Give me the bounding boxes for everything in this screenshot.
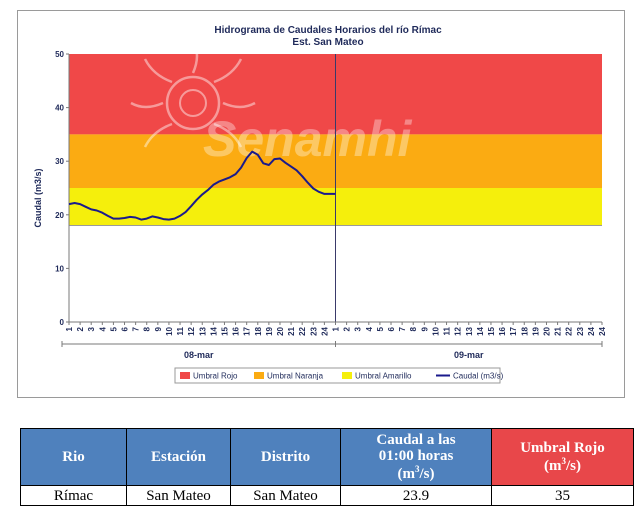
legend-swatch (254, 372, 264, 379)
x-tick-label: 22 (565, 326, 574, 335)
x-tick-label: 4 (365, 326, 374, 331)
y-axis-label: Caudal (m3/s) (33, 168, 43, 227)
station-info-table: Rio Estación Distrito Caudal a las 01:00… (20, 428, 634, 506)
x-tick-label: 11 (176, 326, 185, 335)
x-tick-label: 18 (520, 326, 529, 335)
legend-label: Umbral Rojo (193, 372, 238, 381)
x-tick-label: 11 (443, 326, 452, 335)
x-tick-label: 24 (320, 326, 329, 335)
header-caudal-line1: Caudal a las (376, 431, 456, 448)
y-tick-label: 50 (55, 50, 64, 59)
legend-label: Umbral Naranja (267, 372, 324, 381)
chart-legend: Umbral Rojo Umbral Naranja Umbral Amarillo… (174, 367, 504, 384)
chart-subtitle: Est. San Mateo (292, 37, 363, 48)
x-tick-label: 10 (165, 326, 174, 335)
legend-swatch (342, 372, 352, 379)
caudal-series-line (68, 150, 336, 221)
y-tick-label: 40 (55, 104, 64, 113)
x-tick-label: 17 (509, 326, 518, 335)
header-umbral-rojo: Umbral Rojo (m3/s) (491, 428, 634, 486)
x-tick-label-end: 24 (598, 326, 607, 335)
x-tick-label: 10 (431, 326, 440, 335)
senamhi-sun-logo-icon (130, 40, 256, 148)
x-tick-label: 16 (232, 326, 241, 335)
x-tick-label: 9 (154, 326, 163, 331)
table-row: Rímac San Mateo San Mateo 23.9 35 (20, 485, 634, 506)
header-umbral-line1: Umbral Rojo (520, 440, 605, 456)
x-tick-label: 1 (332, 326, 341, 331)
x-tick-label: 17 (243, 326, 252, 335)
x-tick-label: 20 (276, 326, 285, 335)
x-tick-label: 12 (454, 326, 463, 335)
cell-caudal: 23.9 (340, 485, 492, 506)
table-header-row: Rio Estación Distrito Caudal a las 01:00… (20, 428, 634, 486)
x-tick-label: 24 (587, 326, 596, 335)
x-tick-label: 8 (143, 326, 152, 331)
legend-swatch (180, 372, 190, 379)
header-umbral-unit: (m3/s) (544, 455, 581, 474)
x-tick-label: 5 (109, 326, 118, 331)
header-estacion: Estación (126, 428, 231, 486)
x-tick-label: 23 (576, 326, 585, 335)
cell-rio: Rímac (20, 485, 127, 506)
x-tick-label: 12 (187, 326, 196, 335)
x-tick-label: 14 (209, 326, 218, 335)
header-rio: Rio (20, 428, 127, 486)
x-tick-label: 4 (98, 326, 107, 331)
y-tick-label: 0 (60, 318, 65, 327)
chart-title: Hidrograma de Caudales Horarios del río … (214, 25, 442, 36)
x-tick-label: 19 (265, 326, 274, 335)
x-tick-label: 21 (554, 326, 563, 335)
x-tick-label: 3 (87, 326, 96, 331)
y-tick-label: 30 (55, 157, 64, 166)
legend-label: Caudal (m3/s) (453, 372, 504, 381)
x-tick-label: 5 (376, 326, 385, 331)
x-tick-label: 9 (420, 326, 429, 331)
x-tick-label: 20 (542, 326, 551, 335)
x-tick-label: 22 (298, 326, 307, 335)
x-tick-label: 7 (398, 326, 407, 331)
x-tick-label: 8 (409, 326, 418, 331)
header-caudal-unit: (m3/s) (397, 463, 435, 482)
x-tick-label: 7 (132, 326, 141, 331)
x-tick-label: 15 (487, 326, 496, 335)
x-tick-label: 1 (65, 326, 74, 331)
header-caudal: Caudal a las 01:00 horas (m3/s) (340, 428, 492, 486)
x-tick-label: 13 (198, 326, 207, 335)
y-tick-label: 10 (55, 264, 64, 273)
watermark-text: Senamhi (203, 111, 413, 167)
day-label: 09-mar (454, 350, 484, 360)
x-tick-label: 2 (76, 326, 85, 331)
y-tick-label: 20 (55, 211, 64, 220)
cell-estacion: San Mateo (126, 485, 231, 506)
header-caudal-line2: 01:00 horas (378, 448, 454, 465)
x-tick-label: 21 (287, 326, 296, 335)
x-tick-label: 2 (343, 326, 352, 331)
x-tick-label: 15 (220, 326, 229, 335)
cell-distrito: San Mateo (230, 485, 341, 506)
x-tick-label: 14 (476, 326, 485, 335)
day-label: 08-mar (184, 350, 214, 360)
x-tick-label: 6 (121, 326, 130, 331)
x-tick-label: 6 (387, 326, 396, 331)
x-tick-label: 13 (465, 326, 474, 335)
hydrograph-chart: Senamhi 0 10 20 30 40 50 1 2 3 4 5 6 7 8 9 10 11 12 13 14 15… (17, 10, 625, 398)
x-tick-label: 3 (354, 326, 363, 331)
x-tick-label: 18 (254, 326, 263, 335)
header-distrito: Distrito (230, 428, 341, 486)
x-tick-label: 19 (531, 326, 540, 335)
legend-label: Umbral Amarillo (355, 372, 412, 381)
legend-box (174, 367, 501, 384)
cell-umbral: 35 (491, 485, 634, 506)
x-tick-label: 23 (309, 326, 318, 335)
x-tick-label: 16 (498, 326, 507, 335)
